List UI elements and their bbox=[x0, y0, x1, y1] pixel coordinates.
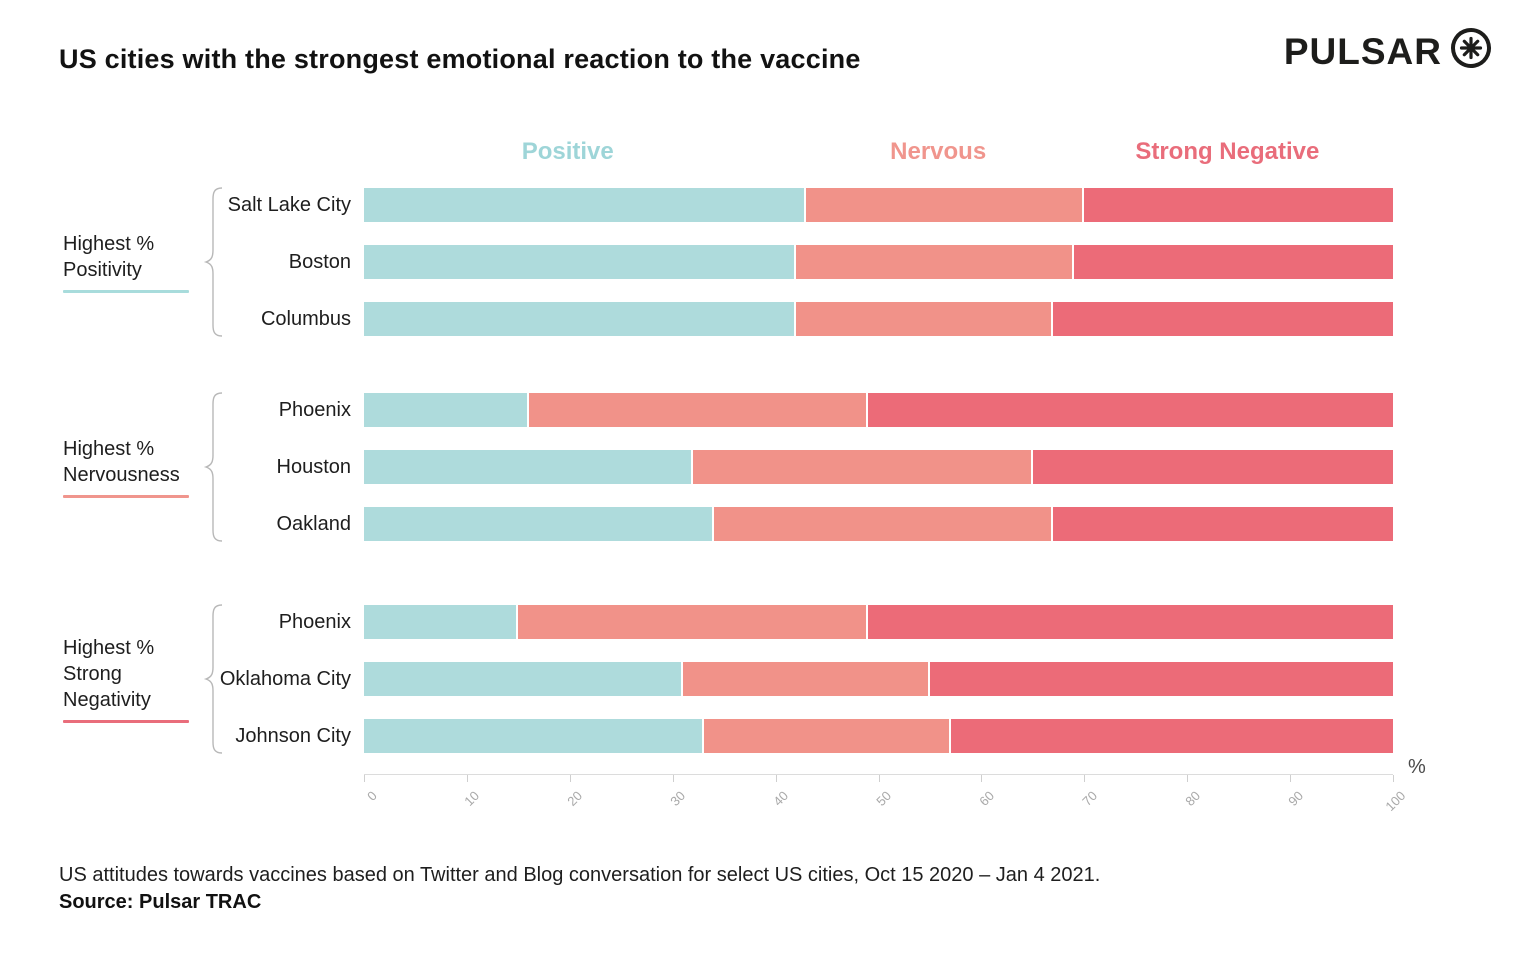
footer: US attitudes towards vaccines based on T… bbox=[59, 862, 1100, 916]
strong-negative-segment bbox=[950, 719, 1393, 753]
group-bracket bbox=[200, 391, 224, 548]
positive-segment bbox=[364, 450, 694, 484]
group-label-text: Highest % Strong Negativity bbox=[63, 637, 155, 711]
nervous-segment bbox=[796, 245, 1074, 279]
strong-negative-segment bbox=[868, 605, 1393, 639]
positive-segment bbox=[364, 662, 683, 696]
legend-strong-negative: Strong Negative bbox=[1135, 138, 1320, 165]
bar-row: Boston bbox=[0, 245, 1536, 279]
nervous-segment bbox=[796, 302, 1054, 336]
positive-segment bbox=[364, 245, 797, 279]
strong-negative-segment bbox=[1032, 450, 1393, 484]
asterisk-in-circle-icon bbox=[1448, 26, 1494, 77]
group-highest-strong-negativity: Highest % Strong Negativity Phoenix bbox=[0, 604, 1536, 754]
legend-positive: Positive bbox=[521, 138, 614, 165]
stacked-bar bbox=[364, 450, 1393, 484]
city-label: Houston bbox=[276, 455, 352, 478]
nervous-segment bbox=[713, 507, 1054, 541]
strong-negative-segment bbox=[1084, 188, 1393, 222]
stacked-bar bbox=[364, 302, 1393, 336]
city-label: Boston bbox=[288, 250, 351, 273]
group-highest-positivity: Highest % Positivity Salt Lake City bbox=[0, 187, 1536, 337]
city-label: Phoenix bbox=[278, 398, 351, 421]
city-label: Johnson City bbox=[235, 724, 351, 747]
bar-row: Columbus bbox=[0, 302, 1536, 336]
axis-unit-label: % bbox=[1408, 756, 1426, 778]
group-label-text: Highest % Positivity bbox=[63, 233, 155, 281]
group-label-positivity: Highest % Positivity bbox=[63, 231, 253, 293]
stacked-bar bbox=[364, 507, 1393, 541]
nervous-segment bbox=[703, 719, 951, 753]
positive-segment bbox=[364, 507, 714, 541]
strong-negative-segment bbox=[1074, 245, 1393, 279]
group-bracket bbox=[200, 603, 224, 760]
positive-segment bbox=[364, 719, 704, 753]
group-label-strong-negativity: Highest % Strong Negativity bbox=[63, 635, 253, 723]
stacked-bar bbox=[364, 719, 1393, 753]
nervous-segment bbox=[518, 605, 869, 639]
stacked-bar bbox=[364, 605, 1393, 639]
bar-row: Phoenix bbox=[0, 393, 1536, 427]
positive-segment bbox=[364, 302, 797, 336]
nervous-segment bbox=[682, 662, 930, 696]
city-label: Oakland bbox=[276, 512, 352, 535]
bar-row: Houston bbox=[0, 450, 1536, 484]
strong-negative-segment bbox=[868, 393, 1393, 427]
bar-row: Johnson City bbox=[0, 719, 1536, 753]
nervous-segment bbox=[693, 450, 1033, 484]
positive-segment bbox=[364, 188, 807, 222]
stacked-bar bbox=[364, 188, 1393, 222]
series-legend: Positive Nervous Strong Negative bbox=[364, 138, 1393, 172]
bar-row: Oklahoma City bbox=[0, 662, 1536, 696]
brand-wordmark: PULSAR bbox=[1283, 31, 1442, 72]
stacked-bar bbox=[364, 245, 1393, 279]
group-underline bbox=[63, 720, 189, 723]
bar-row: Salt Lake City bbox=[0, 188, 1536, 222]
city-label: Oklahoma City bbox=[219, 667, 351, 690]
group-underline bbox=[63, 495, 189, 498]
positive-segment bbox=[364, 605, 519, 639]
axis-line bbox=[364, 774, 1393, 775]
nervous-segment bbox=[806, 188, 1085, 222]
stacked-bar bbox=[364, 393, 1393, 427]
chart-caption: US attitudes towards vaccines based on T… bbox=[59, 864, 1101, 886]
pulsar-logo: PULSAR bbox=[1284, 24, 1494, 80]
strong-negative-segment bbox=[1053, 507, 1393, 541]
x-axis: 0 10 20 30 40 50 60 70 80 90 100 bbox=[364, 774, 1409, 824]
bar-row: Phoenix bbox=[0, 605, 1536, 639]
legend-nervous: Nervous bbox=[890, 138, 987, 165]
group-underline bbox=[63, 290, 189, 293]
source-note: Source: Pulsar TRAC bbox=[59, 891, 262, 913]
strong-negative-segment bbox=[929, 662, 1393, 696]
city-label: Salt Lake City bbox=[227, 193, 351, 216]
group-bracket bbox=[200, 186, 224, 343]
stacked-bar bbox=[364, 662, 1393, 696]
city-label: Phoenix bbox=[278, 610, 351, 633]
group-highest-nervousness: Highest % Nervousness Phoenix bbox=[0, 392, 1536, 542]
group-label-text: Highest % Nervousness bbox=[63, 438, 180, 486]
nervous-segment bbox=[528, 393, 869, 427]
positive-segment bbox=[364, 393, 529, 427]
group-label-nervousness: Highest % Nervousness bbox=[63, 436, 253, 498]
page-title: US cities with the strongest emotional r… bbox=[59, 44, 861, 74]
city-label: Columbus bbox=[260, 307, 351, 330]
bar-row: Oakland bbox=[0, 507, 1536, 541]
strong-negative-segment bbox=[1053, 302, 1393, 336]
